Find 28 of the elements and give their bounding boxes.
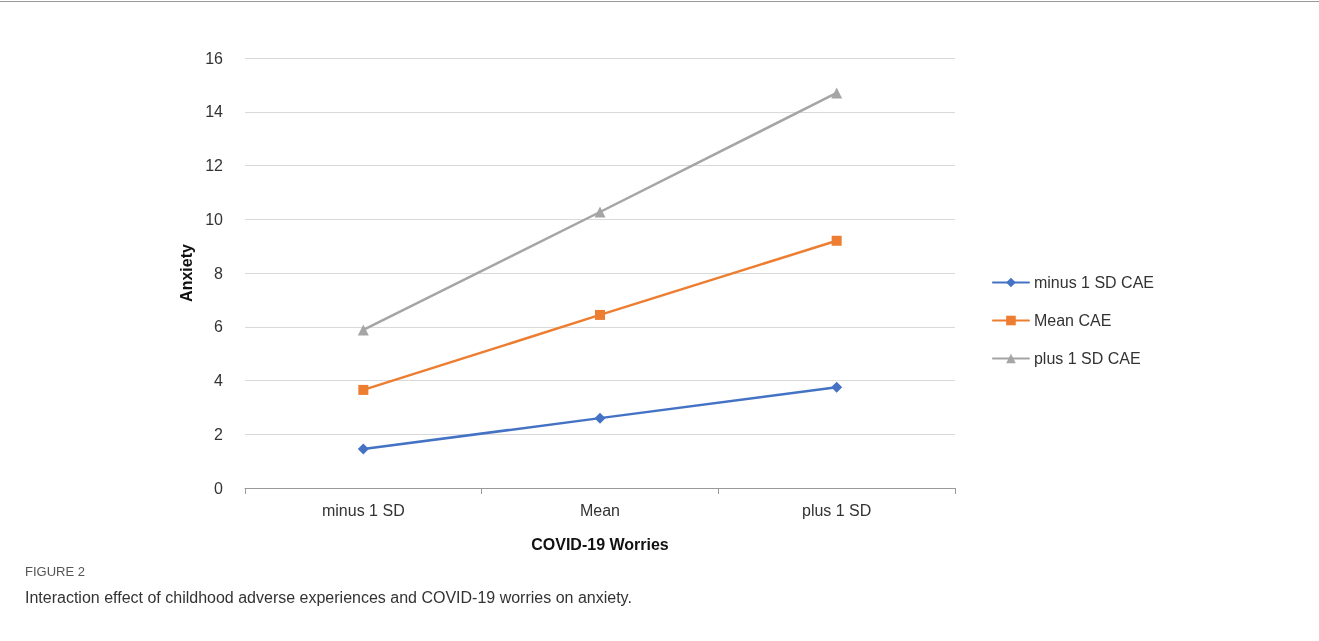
y-tick-label: 12 bbox=[205, 157, 224, 174]
y-tick-label: 14 bbox=[205, 103, 224, 121]
point bbox=[594, 412, 606, 424]
point bbox=[595, 309, 605, 320]
legend-label: Mean CAE bbox=[1033, 312, 1112, 329]
point bbox=[357, 324, 369, 336]
text: Interaction effect of childhood adverse experiences and COVID-19 worries on anxiety. bbox=[25, 588, 632, 606]
y-tick-label: 4 bbox=[214, 372, 224, 389]
legend-label: minus 1 SD CAE bbox=[1033, 274, 1155, 291]
x-axis-title: COVID-19 Worries bbox=[531, 535, 669, 553]
point bbox=[358, 384, 369, 395]
y-tick-label: 6 bbox=[214, 318, 224, 336]
point bbox=[831, 381, 843, 393]
y-tick-label: 8 bbox=[214, 264, 224, 282]
x-tick-label: plus 1 SD bbox=[801, 501, 872, 519]
legend-label: plus 1 SD CAE bbox=[1033, 350, 1141, 367]
point bbox=[357, 443, 369, 455]
y-tick-label: 16 bbox=[205, 49, 224, 67]
y-tick-label: 2 bbox=[214, 425, 224, 443]
y-axis-title: Anxiety bbox=[177, 244, 195, 302]
y-tick-label: 10 bbox=[205, 210, 224, 228]
x-tick-label: Mean bbox=[579, 501, 621, 519]
point bbox=[831, 235, 842, 246]
point bbox=[594, 206, 606, 218]
y-tick-label: 0 bbox=[214, 479, 224, 497]
point bbox=[831, 87, 843, 99]
caption: FIGURE 2 bbox=[25, 564, 85, 579]
x-tick-label: minus 1 SD bbox=[321, 501, 405, 519]
